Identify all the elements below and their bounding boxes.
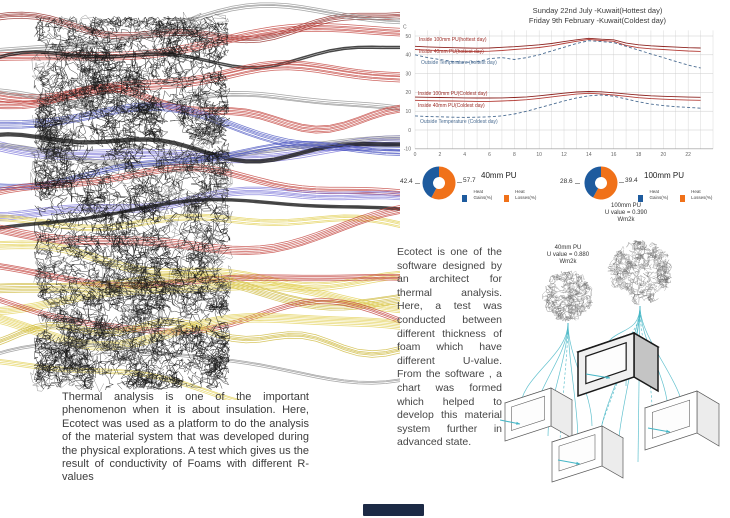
- svg-text:30: 30: [405, 71, 411, 77]
- svg-text:10: 10: [405, 109, 411, 115]
- svg-text:14: 14: [586, 152, 592, 158]
- svg-text:6: 6: [488, 152, 491, 158]
- heat-gains-value-100mm: 28.6: [560, 178, 573, 185]
- donut-chart-40mm: 42.4 57.7 40mm PU Heat Gains(%) Heat Losse…: [398, 162, 563, 212]
- svg-text:C: C: [403, 24, 407, 30]
- svg-text:50: 50: [405, 34, 411, 40]
- donut-chart-100mm: 28.6 39.4 100mm PU Heat Gains(%) Heat Loss…: [560, 162, 725, 212]
- svg-text:2: 2: [438, 152, 441, 158]
- chart-title: Sunday 22nd July -Kuwait(Hottest day) Fr…: [505, 6, 690, 25]
- heat-losses-value-40mm: 57.7: [463, 177, 476, 184]
- ecotect-paragraph: Ecotect is one of the software designed …: [397, 246, 502, 449]
- thermal-caption: Thermal analysis is one of the important…: [62, 391, 309, 484]
- svg-text:Inside 40mm PU(Coldest day): Inside 40mm PU(Coldest day): [418, 103, 485, 109]
- heat-gains-swatch: [638, 195, 643, 202]
- insulation-art-canvas: [0, 2, 400, 400]
- svg-text:0: 0: [408, 128, 411, 134]
- legend-heat-losses: Heat Losses(%): [679, 189, 712, 207]
- leader-line: [415, 183, 420, 184]
- svg-text:4: 4: [463, 152, 466, 158]
- svg-text:20: 20: [405, 90, 411, 96]
- svg-text:22: 22: [685, 152, 691, 158]
- donut-legend: Heat Gains(%) Heat Losses(%): [638, 189, 719, 207]
- donut-ring-40mm: [422, 166, 456, 200]
- svg-text:Outside Temperature (Coldest d: Outside Temperature (Coldest day): [420, 119, 498, 125]
- leader-line: [575, 183, 580, 184]
- svg-text:12: 12: [561, 152, 567, 158]
- diagram-label-40mm: 40mm PU U value = 0.880 Wm2k: [546, 245, 590, 266]
- heat-gains-swatch: [462, 195, 467, 202]
- svg-text:-10: -10: [404, 147, 411, 153]
- svg-text:8: 8: [513, 152, 516, 158]
- legend-heat-losses: Heat Losses(%): [503, 189, 536, 207]
- heat-gains-value-40mm: 42.4: [400, 178, 413, 185]
- svg-text:Inside 100mm PU(Coldest day): Inside 100mm PU(Coldest day): [418, 91, 488, 97]
- chart-title-line1: Sunday 22nd July -Kuwait(Hottest day): [532, 6, 663, 15]
- leader-line: [619, 182, 624, 183]
- foam-test-diagram: [500, 240, 720, 483]
- svg-text:20: 20: [661, 152, 667, 158]
- legend-heat-gains: Heat Gains(%): [638, 189, 668, 207]
- svg-text:Outside Temperature (hottest d: Outside Temperature (hottest day): [421, 60, 497, 66]
- svg-text:10: 10: [536, 152, 542, 158]
- svg-text:Inside 40mm PU(hottest day): Inside 40mm PU(hottest day): [419, 49, 484, 55]
- svg-text:Inside 100mm PU(hottest day): Inside 100mm PU(hottest day): [419, 37, 487, 43]
- svg-text:0: 0: [414, 152, 417, 158]
- chart-title-line2: Friday 9th February -Kuwait(Coldest day): [528, 15, 667, 25]
- legend-heat-gains: Heat Gains(%): [462, 189, 492, 207]
- heat-losses-swatch: [503, 195, 509, 202]
- heat-losses-value-100mm: 39.4: [625, 177, 638, 184]
- svg-text:40: 40: [405, 53, 411, 59]
- donut-ring-100mm: [584, 166, 618, 200]
- svg-text:18: 18: [636, 152, 642, 158]
- svg-text:16: 16: [611, 152, 617, 158]
- leader-line: [457, 182, 462, 183]
- donut-title-100mm: 100mm PU: [644, 171, 685, 180]
- donut-legend: Heat Gains(%) Heat Losses(%): [462, 189, 543, 207]
- diagram-label-100mm: 100mm PU U value = 0.390 Wm2k: [604, 203, 648, 224]
- donut-title-40mm: 40mm PU: [481, 171, 517, 180]
- heat-losses-swatch: [679, 195, 685, 202]
- footer-badge: [363, 504, 424, 516]
